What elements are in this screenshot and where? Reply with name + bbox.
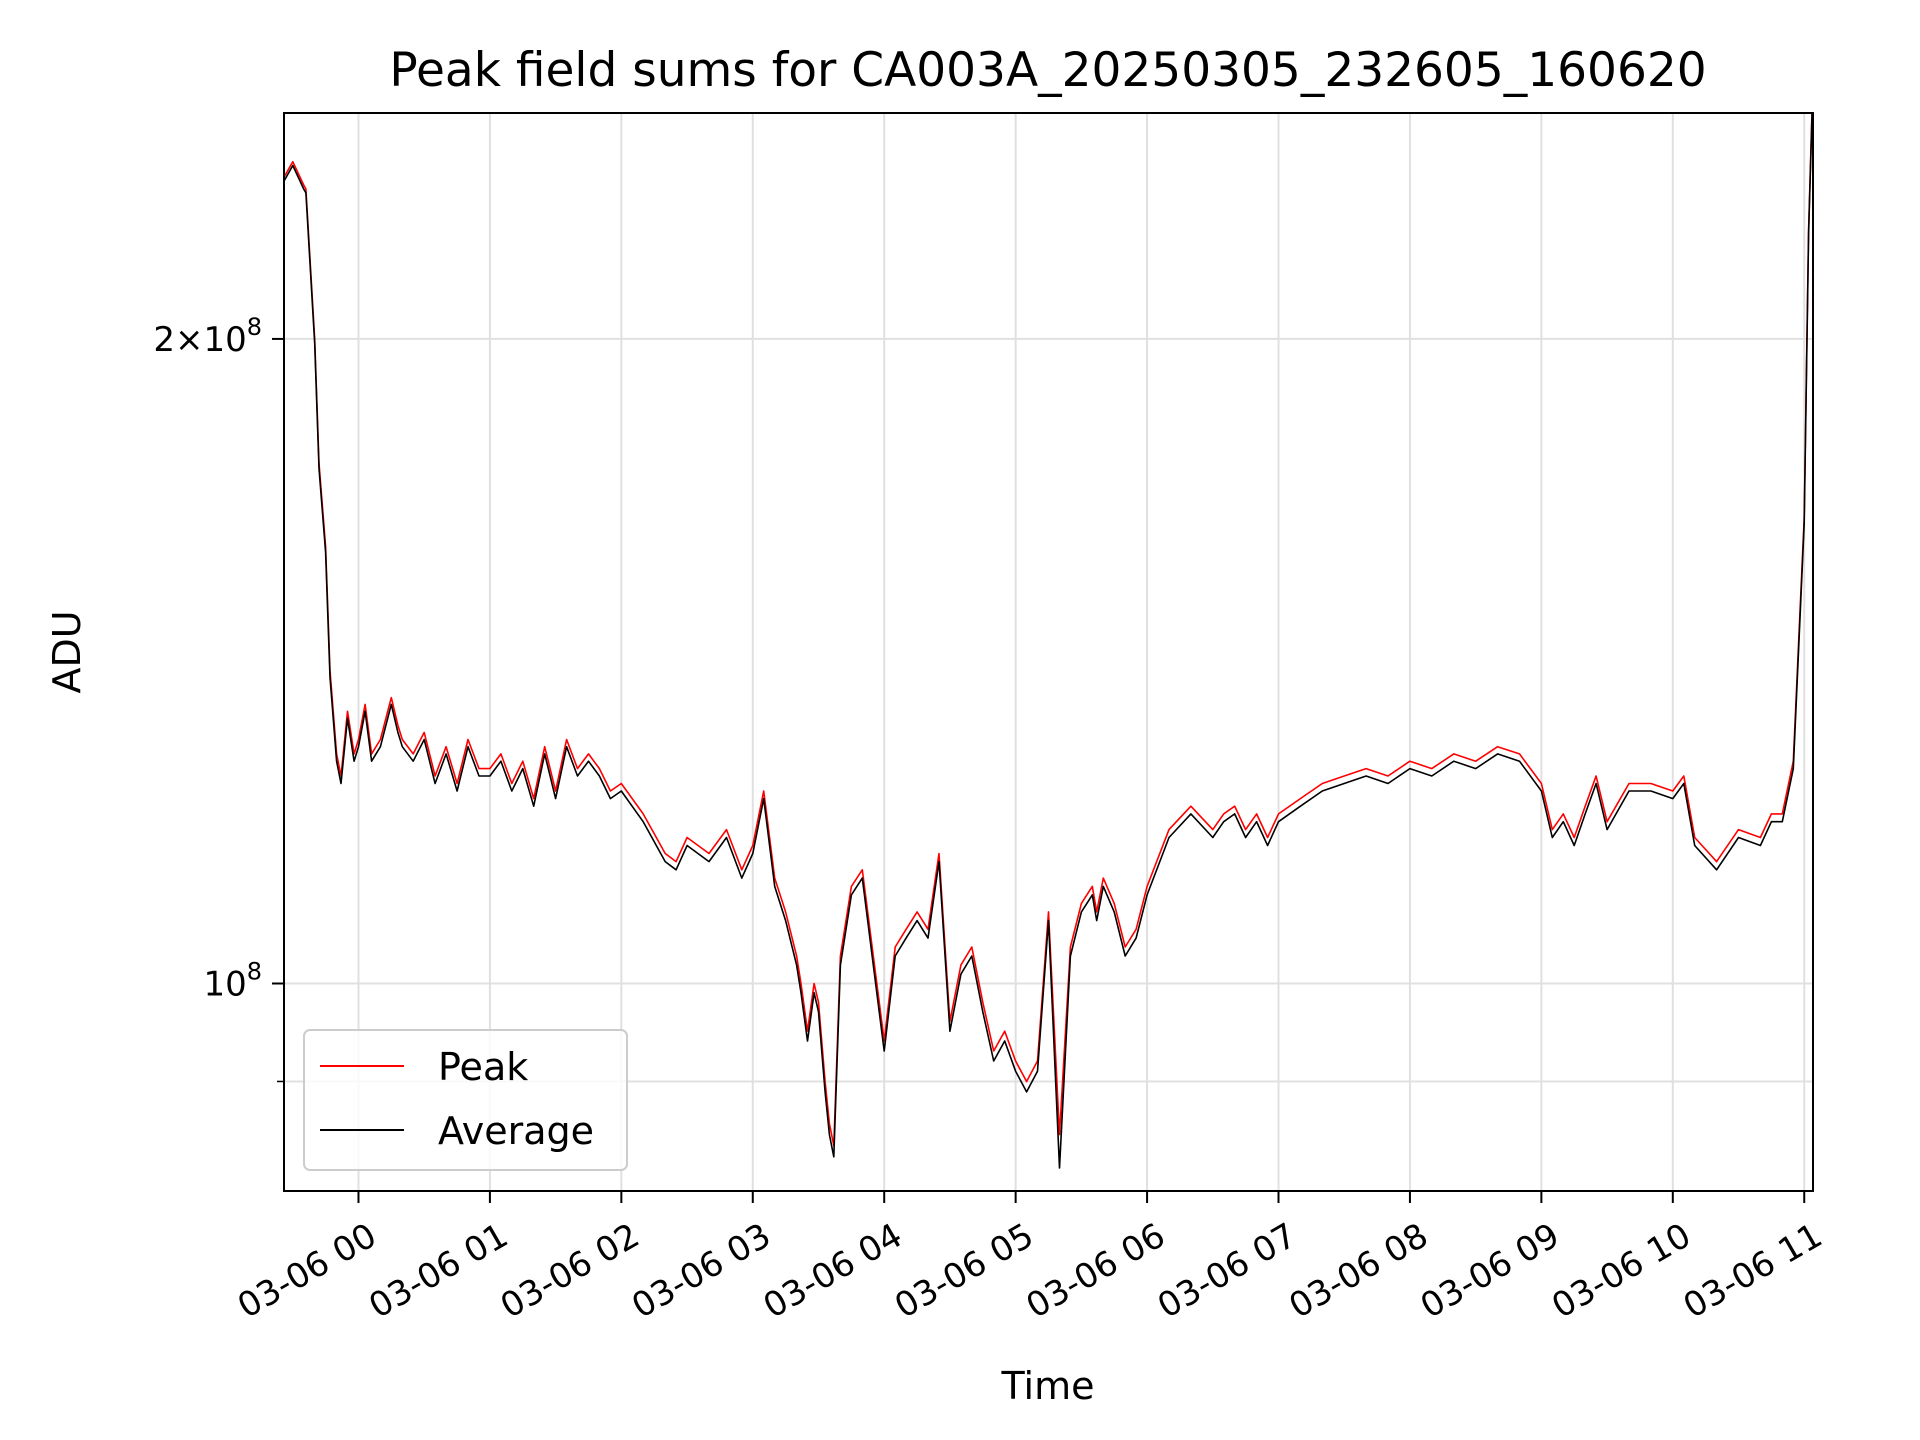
y-tick-times: × [175,320,204,360]
chart-title: Peak field sums for CA003A_20250305_2326… [389,43,1706,98]
y-axis-label: ADU [45,610,89,693]
series-line-peak [284,113,1813,1147]
y-tick-label: 108 [203,957,262,1004]
series-layer [284,113,1813,1169]
grid [284,113,1813,1191]
y-tick-exponent: 8 [247,313,262,341]
y-tick-base: 10 [203,320,246,360]
plot-area [284,113,1813,1169]
y-tick-mantissa: 2 [153,320,175,360]
legend: Peak Average [303,1029,628,1171]
y-tick-label: 2×108 [153,313,262,360]
y-tick-exponent: 8 [247,957,262,985]
x-axis-label: Time [1001,1364,1095,1408]
series-line-average [284,113,1813,1169]
legend-label-peak: Peak [438,1045,528,1089]
legend-label-average: Average [438,1109,594,1153]
y-tick-base: 10 [203,964,246,1004]
plot-frame [283,112,1814,1192]
